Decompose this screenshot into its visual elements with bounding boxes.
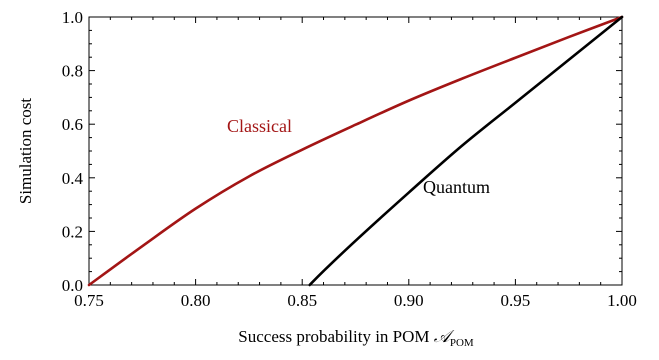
x-tick-label: 0.80 [181, 291, 211, 310]
x-axis-label-text: Success probability in POM [238, 327, 434, 346]
y-axis-label: Simulation cost [16, 98, 35, 205]
x-tick-label: 0.85 [287, 291, 317, 310]
y-tick-label: 0.6 [62, 115, 83, 134]
x-tick-label: 0.75 [74, 291, 104, 310]
x-axis-label-subscript: POM [450, 337, 474, 349]
x-axis-label: Success probability in POM 𝒜POM [238, 327, 474, 349]
plot-frame [88, 16, 623, 286]
series-line-classical [87, 15, 624, 287]
x-tick-label: 0.90 [394, 291, 424, 310]
x-axis-label-math: 𝒜 [434, 327, 455, 346]
y-tick-label: 0.2 [62, 222, 83, 241]
y-tick-label: 0.0 [62, 276, 83, 295]
x-tick-label: 0.95 [501, 291, 531, 310]
series-lines [87, 15, 624, 287]
series-label-quantum: Quantum [423, 177, 490, 197]
series-label-classical: Classical [227, 116, 292, 136]
x-tick-label: 1.00 [607, 291, 637, 310]
y-tick-label: 0.8 [62, 62, 83, 81]
ticks [88, 16, 623, 286]
tick-labels: 0.75 0.80 0.85 0.90 0.95 1.00 0.0 0.2 0.4 0.6 0.8 1… [62, 8, 637, 310]
series-line-quantum [308, 15, 624, 287]
y-tick-label: 0.4 [62, 169, 84, 188]
y-tick-label: 1.0 [62, 8, 83, 27]
